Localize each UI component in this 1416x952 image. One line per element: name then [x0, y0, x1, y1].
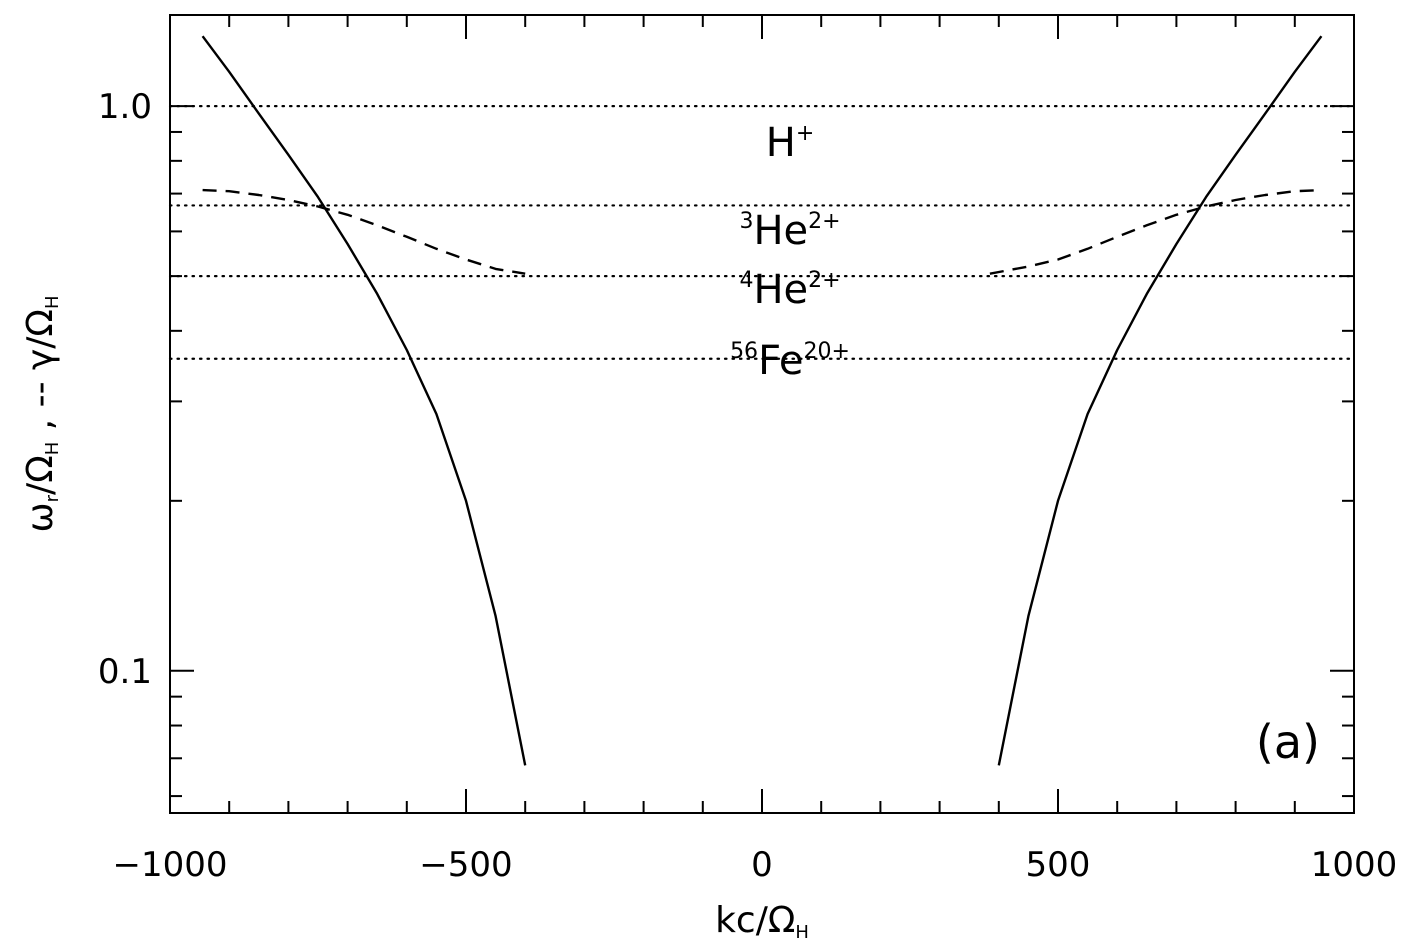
solid-curve-1	[997, 35, 1323, 766]
x-tick-label-1: −500	[419, 845, 512, 885]
series-group	[201, 35, 1323, 766]
tick-labels: −1000 −500 0 500 1000 0.1 1.0	[98, 87, 1397, 885]
y-axis-label-omega-sub: r	[42, 494, 63, 502]
x-tick-label-3: 500	[1026, 845, 1091, 885]
ion-label-mass: 4	[739, 268, 753, 293]
plot-frame	[169, 14, 1355, 814]
x-axis-label: kc/ΩH	[715, 900, 809, 943]
x-tick-label-2: 0	[751, 845, 773, 885]
dashed-curve-2	[202, 188, 526, 275]
y-axis-label-over-sub: H	[42, 442, 63, 456]
x-tick-label-0: −1000	[112, 845, 227, 885]
y-tick-label-1: 1.0	[98, 87, 152, 127]
ion-label-symbol: Fe	[758, 338, 803, 384]
x-axis-label-sub: H	[795, 922, 809, 943]
ion-label-charge: 2+	[808, 209, 840, 234]
ion-label-2: 4He2+	[739, 267, 840, 313]
y-axis-label: ωr/ΩH , -- γ/ΩH	[20, 296, 63, 533]
ion-label-charge: 20+	[804, 339, 850, 364]
ion-labels: H+3He2+4He2+56Fe20+	[730, 120, 850, 384]
ion-label-3: 56Fe20+	[730, 338, 850, 384]
ion-label-symbol: He	[753, 267, 808, 313]
x-tick-label-4: 1000	[1311, 845, 1398, 885]
y-tick-label-0: 0.1	[98, 652, 152, 692]
panel-label: (a)	[1256, 715, 1320, 769]
ion-label-mass: 56	[730, 339, 758, 364]
ion-label-symbol: He	[753, 208, 808, 254]
ion-label-1: 3He2+	[739, 208, 840, 254]
y-axis-label-gamma-sub: H	[42, 296, 63, 310]
ion-label-charge: 2+	[808, 268, 840, 293]
solid-curve-0	[201, 35, 527, 766]
ion-label-mass: 3	[739, 209, 753, 234]
dashed-curve-3	[989, 188, 1322, 275]
ion-label-0: H+	[766, 120, 815, 166]
ion-label-symbol: H	[766, 120, 796, 166]
x-axis-label-main: kc/Ω	[715, 900, 795, 941]
ion-label-charge: +	[796, 121, 814, 146]
tick-marks	[169, 15, 1355, 813]
y-axis-label-gamma: , -- γ/Ω	[20, 309, 61, 442]
y-axis-label-over: /Ω	[20, 455, 61, 495]
y-axis-label-omega: ω	[20, 502, 61, 532]
